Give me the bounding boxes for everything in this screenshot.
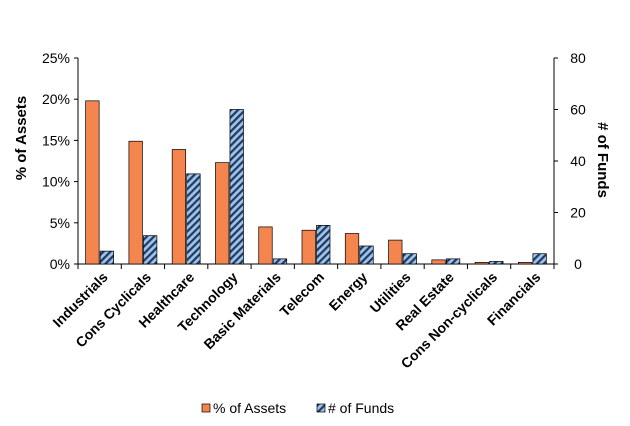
right-tick-label: 60 [570,102,586,118]
bar-pct-assets [344,233,360,265]
bar-num-funds [99,250,114,265]
right-tick-label: 20 [570,205,586,221]
bar-pct-assets [128,140,143,265]
right-tick-label: 40 [570,153,586,169]
bar-num-funds [489,261,504,265]
left-tick-label: 10% [42,174,70,190]
category-label: Telecom [276,269,327,320]
left-tick-label: 5% [50,215,70,231]
legend-label-funds: # of Funds [328,400,394,416]
right-axis-title: # of Funds [594,122,611,198]
bar-pct-assets [518,262,533,265]
bar-num-funds [359,245,374,265]
bar-num-funds [143,235,158,265]
legend-swatch-assets [201,403,211,413]
bar-pct-assets [431,259,446,265]
category-label: Energy [326,269,371,314]
left-tick-label: 20% [42,91,70,107]
legend-label-assets: % of Assets [213,400,286,416]
legend: % of Assets # of Funds [201,400,394,416]
right-tick-label: 80 [570,50,586,66]
bar-pct-assets [85,100,100,265]
right-tick-label: 0 [574,256,582,272]
left-axis-title: % of Assets [13,96,30,180]
bar-num-funds [445,258,461,265]
bar-num-funds [532,253,547,265]
bar-pct-assets [171,149,187,265]
category-label: Basic Materials [200,269,284,353]
bar-pct-assets [388,239,403,265]
left-tick-label: 15% [42,132,70,148]
bar-pct-assets [301,229,316,265]
bar-num-funds [272,258,288,265]
bar-pct-assets [258,226,273,265]
left-tick-label: 0% [50,256,70,272]
bar-num-funds [316,225,331,265]
category-label: Cons Cyclicals [72,269,154,351]
left-tick-label: 25% [42,50,70,66]
bar-num-funds [229,109,244,265]
bar-num-funds [402,253,417,265]
bar-pct-assets [215,162,230,265]
legend-swatch-funds [316,403,326,413]
bar-pct-assets [474,262,489,265]
bar-num-funds [186,173,201,265]
plot-area: 0%5%10%15%20%25%020406080IndustrialsCons… [42,50,586,371]
